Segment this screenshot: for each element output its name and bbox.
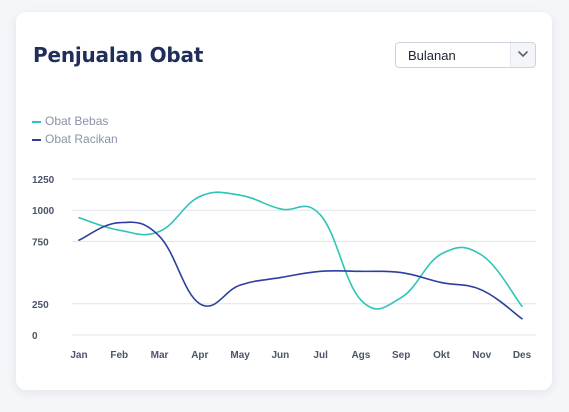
card-title: Penjualan Obat [33, 43, 204, 67]
sales-card: Penjualan Obat Bulanan Obat Bebas Obat R… [16, 12, 552, 390]
x-tick-label: Ags [351, 350, 370, 361]
period-select[interactable]: Bulanan [395, 42, 536, 68]
legend-swatch-obat-bebas [32, 120, 41, 123]
legend-item-obat-racikan[interactable]: Obat Racikan [32, 130, 118, 148]
y-tick-label: 250 [32, 300, 49, 311]
x-tick-label: Jan [70, 350, 87, 361]
period-select-value: Bulanan [408, 48, 456, 63]
chevron-down-icon [518, 51, 528, 57]
x-tick-label: Okt [433, 350, 450, 361]
y-tick-label: 750 [32, 237, 49, 248]
y-tick-label: 0 [32, 331, 38, 342]
x-tick-label: Mar [151, 350, 169, 361]
chart-legend: Obat Bebas Obat Racikan [32, 112, 118, 148]
x-tick-label: Apr [191, 350, 208, 361]
series-line-obat-racikan[interactable] [78, 221, 523, 320]
x-tick-label: May [230, 350, 250, 361]
x-tick-label: Nov [472, 350, 491, 361]
x-tick-label: Sep [392, 350, 410, 361]
legend-item-obat-bebas[interactable]: Obat Bebas [32, 112, 118, 130]
x-tick-label: Jun [271, 350, 289, 361]
x-tick-label: Jul [313, 350, 328, 361]
y-tick-label: 1250 [32, 175, 55, 186]
x-tick-label: Feb [110, 350, 128, 361]
legend-label-obat-racikan: Obat Racikan [45, 132, 118, 146]
legend-label-obat-bebas: Obat Bebas [45, 114, 109, 128]
series-line-obat-bebas[interactable] [78, 191, 523, 310]
legend-swatch-obat-racikan [32, 138, 41, 141]
line-chart: 0 250 750 1000 1250 Jan Feb Mar Apr May Jun Jul Ags S… [32, 175, 536, 361]
x-tick-label: Des [513, 350, 532, 361]
period-select-toggle[interactable] [510, 43, 535, 67]
y-tick-label: 1000 [32, 206, 55, 217]
